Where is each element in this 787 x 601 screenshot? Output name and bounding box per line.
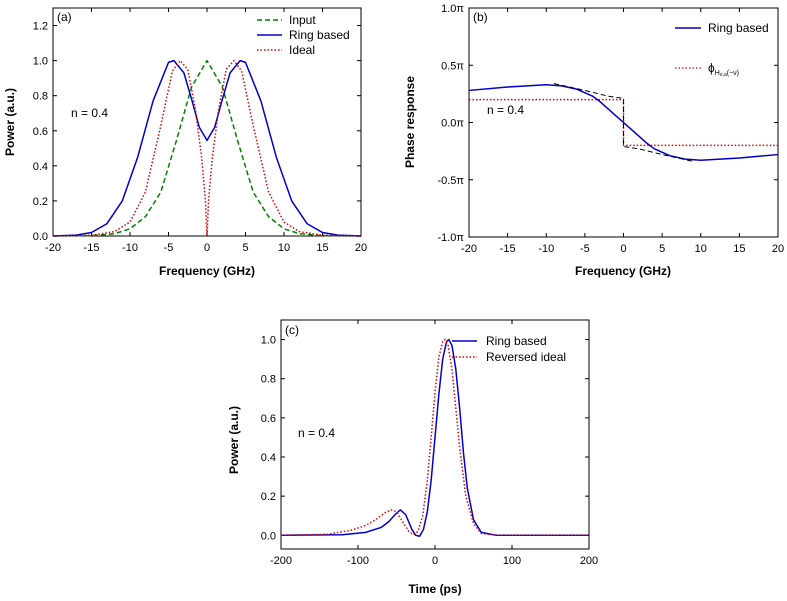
panel-b-xtick-label: -15	[500, 243, 516, 255]
panel-a-xlabel: Frequency (GHz)	[159, 264, 255, 278]
panel-c-ytick-label: 0.6	[261, 413, 276, 425]
panel-b-xtick-label: 0	[620, 243, 626, 255]
legend-reversed-label: Reversed ideal	[486, 350, 566, 364]
panel-a-ylabel: Power (a.u.)	[3, 88, 17, 156]
panel-c-ytick-label: 1.0	[261, 335, 276, 347]
panel-a-ytick-label: 0.4	[33, 161, 48, 173]
panel-b-xlabel: Frequency (GHz)	[575, 264, 671, 278]
panel-b-xtick-label: 20	[772, 243, 784, 255]
panel-b-ytick-label: -1.0π	[437, 232, 464, 244]
legend-input-label: Input	[289, 13, 316, 27]
panel-b-series-1	[469, 98, 778, 147]
panel-a-series-1	[52, 59, 362, 237]
panel-b-ytick-label: 0.0π	[441, 118, 464, 130]
panel-b-xtick-label: -10	[538, 243, 554, 255]
panel-c-ytick-label: 0.0	[261, 530, 276, 542]
panel-c-ylabel: Power (a.u.)	[227, 406, 241, 474]
panel-b-label: (b)	[473, 10, 488, 24]
panel-c-xtick-label: 200	[580, 555, 598, 567]
legend-ring-c-label: Ring based	[486, 334, 547, 348]
panel-b-xtick-label: 5	[659, 243, 665, 255]
panel-a-xtick-label: 10	[278, 242, 290, 254]
panel-a-xtick-label: 0	[204, 242, 210, 254]
panel-a-xtick-label: -20	[45, 242, 61, 254]
panel-b: (b) n = 0.4 Frequency (GHz) Phase respon…	[403, 3, 784, 278]
panel-a-xtick-label: 5	[242, 242, 248, 254]
panel-c-annotation: n = 0.4	[298, 426, 335, 440]
panel-c-xlabel: Time (ps)	[408, 582, 461, 596]
panel-c-xtick-label: -200	[270, 555, 292, 567]
panel-a-legend: Input Ring based Ideal	[257, 13, 350, 57]
legend-ideal-label: Ideal	[289, 43, 315, 57]
panel-b-xtick-label: -20	[461, 243, 477, 255]
panel-c-xtick-label: 100	[503, 555, 521, 567]
panel-c-series-0	[280, 338, 589, 538]
panel-a-annotation: n = 0.4	[71, 106, 108, 120]
panel-b-series-2	[553, 83, 694, 162]
legend-ring-label: Ring based	[289, 28, 350, 42]
panel-a-xtick-label: 20	[355, 242, 367, 254]
panel-b-ytick-label: 0.5π	[441, 60, 464, 72]
panel-b-ylabel: Phase response	[403, 76, 417, 168]
panel-a: (a) n = 0.4 Frequency (GHz) Power (a.u.)…	[3, 7, 367, 278]
panel-a-ytick-label: 0.0	[33, 231, 48, 243]
panel-c-ytick-label: 0.2	[261, 491, 276, 503]
panel-b-xtick-label: 15	[733, 243, 745, 255]
panel-a-label: (a)	[57, 10, 72, 24]
panel-c-ytick-label: 0.4	[261, 452, 276, 464]
panel-a-ytick-label: 0.2	[33, 196, 48, 208]
panel-c: (c) n = 0.4 Time (ps) Power (a.u.) -200 -…	[227, 319, 598, 596]
panel-a-series-2	[52, 59, 362, 237]
panel-a-ytick-label: 0.8	[33, 91, 48, 103]
panel-c-xtick-label: -100	[347, 555, 369, 567]
panel-b-legend: Ring based ϕHo,a(−ν)	[675, 21, 769, 78]
panel-b-xtick-label: -5	[580, 243, 590, 255]
panel-a-ytick-label: 1.2	[33, 21, 48, 33]
panel-a-xtick-label: -10	[122, 242, 138, 254]
panel-b-annotation: n = 0.4	[487, 103, 524, 117]
panel-a-series-0	[52, 59, 362, 237]
panel-a-xtick-label: 15	[316, 242, 328, 254]
legend-phi-label: ϕHo,a(−ν)	[708, 61, 739, 78]
panel-c-xtick-label: 0	[432, 555, 438, 567]
panel-a-ytick-label: 1.0	[33, 56, 48, 68]
panel-c-legend: Ring based Reversed ideal	[452, 334, 566, 364]
panel-c-ytick-label: 0.8	[261, 374, 276, 386]
panel-b-series-0	[468, 83, 779, 162]
panel-a-ytick-label: 0.6	[33, 126, 48, 138]
panel-b-ytick-label: 1.0π	[441, 3, 464, 15]
panel-a-xtick-label: -5	[164, 242, 174, 254]
legend-ring-b-label: Ring based	[708, 21, 769, 35]
panel-b-xtick-label: 10	[695, 243, 707, 255]
panel-a-xtick-label: -15	[84, 242, 100, 254]
panel-c-label: (c)	[285, 323, 299, 337]
panel-b-ytick-label: -0.5π	[437, 175, 464, 187]
